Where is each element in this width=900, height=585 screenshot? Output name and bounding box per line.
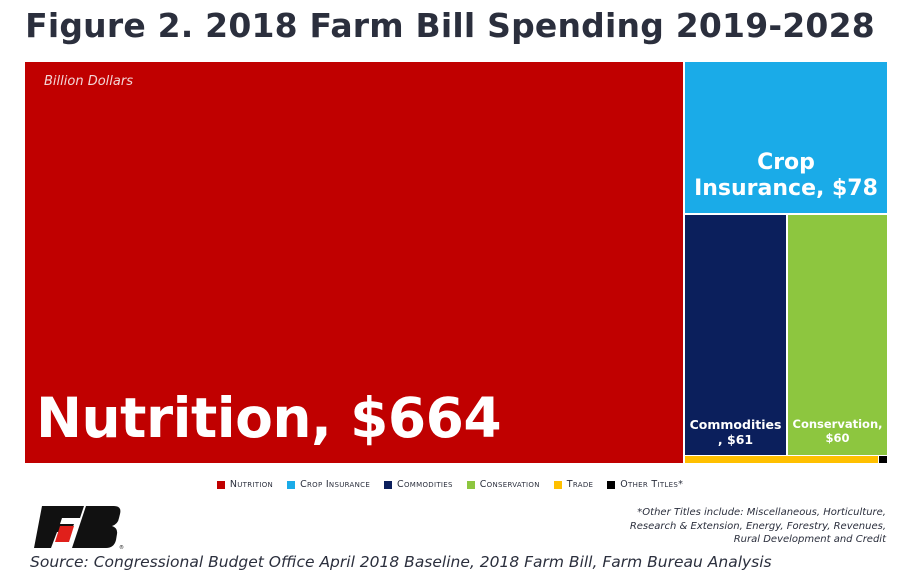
svg-text:®: ® [119,544,124,550]
legend-swatch [216,480,225,489]
chart-title: Figure 2. 2018 Farm Bill Spending 2019-2… [25,6,875,45]
legend-swatch [553,480,562,489]
tile-crop-insurance [685,62,887,213]
tile-other-titles [879,456,887,463]
crop-insurance-label: Crop Insurance, $78 [685,150,887,203]
conservation-label-line2: $60 [825,430,850,445]
legend: Nutrition Crop Insurance Commodities Con… [0,479,900,490]
farm-bureau-logo-icon: ® [34,506,124,550]
legend-item-trade: Trade [553,479,594,490]
nutrition-label: Nutrition, $664 [36,386,502,450]
tile-trade [685,456,878,463]
legend-label: Other Titles* [620,479,684,490]
legend-label: Nutrition [229,479,274,490]
legend-swatch [607,480,616,489]
legend-item-nutrition: Nutrition [216,479,274,490]
commodities-label-line1: Commodities [689,417,782,432]
legend-item-crop-insurance: Crop Insurance [287,479,370,490]
crop-insurance-label-line1: Crop [757,150,815,175]
legend-item-other-titles: Other Titles* [607,479,683,490]
conservation-label: Conservation, $60 [788,417,887,446]
legend-swatch [287,480,296,489]
commodities-label-line2: , $61 [717,432,754,447]
legend-label: Conservation [479,479,540,490]
source-citation: Source: Congressional Budget Office Apri… [30,553,772,571]
footnote-line: Research & Extension, Energy, Forestry, … [629,520,886,532]
legend-item-commodities: Commodities [384,479,453,490]
conservation-label-line1: Conservation, [792,417,883,431]
legend-item-conservation: Conservation [466,479,540,490]
tile-nutrition [25,62,683,463]
footnote-line: *Other Titles include: Miscellaneous, Ho… [637,507,886,518]
tile-conservation [788,215,887,455]
tile-commodities [685,215,786,455]
commodities-label: Commodities , $61 [685,417,786,447]
legend-label: Trade [566,479,594,490]
units-label: Billion Dollars [44,74,133,89]
footnote-line: Rural Development and Credit [733,534,886,545]
crop-insurance-label-line2: Insurance, $78 [694,176,878,202]
legend-swatch [466,480,475,489]
legend-swatch [384,480,393,489]
legend-label: Crop Insurance [300,479,371,490]
legend-label: Commodities [397,479,453,490]
footnote: *Other Titles include: Miscellaneous, Ho… [566,506,886,547]
